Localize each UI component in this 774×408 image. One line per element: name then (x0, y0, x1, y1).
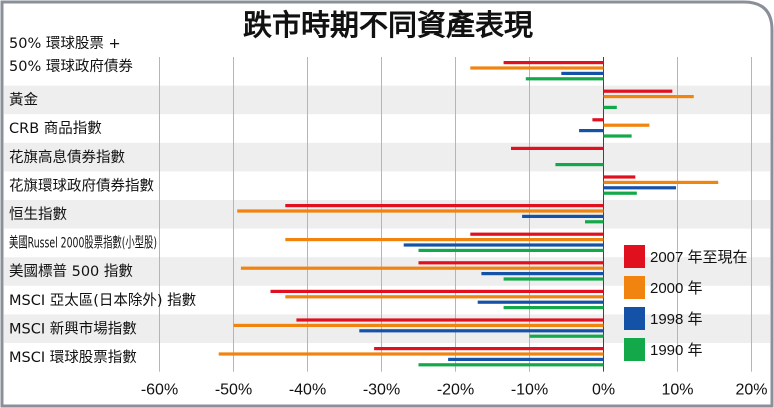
bar (603, 105, 617, 109)
bar (285, 204, 604, 208)
bar (470, 232, 604, 236)
bar (503, 277, 604, 281)
bar (418, 261, 604, 265)
bar (285, 295, 604, 299)
bar (603, 180, 719, 184)
legend-label: 2007 年至現在 (650, 249, 748, 266)
category-label: MSCI 亞太區(日本除外) 指數 (9, 292, 196, 309)
category-label: 美國標普 500 指數 (9, 263, 133, 280)
bar (603, 89, 673, 93)
bar (359, 329, 604, 333)
bar (503, 306, 604, 310)
category-label: CRB 商品指數 (9, 120, 102, 137)
row-band (4, 142, 770, 172)
legend-label: 1998 年 (650, 311, 703, 328)
bar (603, 186, 677, 190)
bar (525, 77, 604, 81)
x-tick-label: 0% (592, 382, 615, 399)
bar (270, 289, 604, 293)
bar (603, 134, 632, 138)
bar (470, 66, 604, 70)
bar (237, 209, 604, 213)
bar (233, 323, 604, 327)
x-tick-label: 20% (735, 382, 767, 399)
legend-swatch (624, 307, 645, 330)
x-tick-label: -20% (437, 382, 474, 399)
x-axis: -60% -50% -40% -30% -20% -10% 0% 10% 20% (141, 382, 768, 399)
bar (579, 129, 604, 133)
x-tick-label: -40% (289, 382, 326, 399)
category-label: 黃金 (9, 92, 38, 109)
bar (561, 71, 604, 75)
category-label: 美國Russel 2000股票指數(小型股) (9, 235, 157, 252)
category-label: MSCI 環球股票指數 (9, 349, 137, 366)
bar (511, 146, 604, 150)
bar (603, 175, 636, 179)
bar (592, 118, 604, 122)
bar (477, 300, 604, 304)
category-label: 花旗高息債券指數 (9, 149, 125, 166)
bar (481, 272, 604, 276)
bar (603, 123, 650, 127)
bar (418, 248, 604, 252)
category-label: 花旗環球政府債券指數 (9, 177, 154, 194)
category-label: 50% 環球政府債券 (9, 58, 133, 75)
bar (403, 243, 604, 247)
x-tick-label: -10% (511, 382, 548, 399)
bar (285, 238, 604, 242)
legend-swatch (624, 276, 645, 299)
bar (296, 318, 604, 322)
legend: 2007 年至現在 2000 年 1998 年 1990 年 (624, 245, 748, 361)
x-tick-label: -50% (215, 382, 252, 399)
bar (555, 163, 604, 167)
bar (603, 95, 694, 99)
x-tick-label: -30% (363, 382, 400, 399)
bar (529, 334, 604, 338)
bar (522, 214, 604, 218)
x-tick-label: -60% (141, 382, 178, 399)
category-label: 50% 環球股票 + (9, 35, 121, 52)
chart-title: 跌市時期不同資產表現 (243, 8, 533, 42)
category-label: MSCI 新興市場指數 (9, 320, 137, 337)
bar (418, 363, 604, 367)
bar (603, 191, 637, 195)
bar (503, 61, 604, 65)
bar (585, 220, 604, 224)
legend-swatch (624, 245, 645, 268)
bar (218, 352, 604, 356)
category-label: 恒生指數 (9, 206, 67, 223)
bar (448, 357, 604, 361)
bar (240, 266, 604, 270)
legend-swatch (624, 338, 645, 361)
legend-label: 1990 年 (650, 342, 703, 359)
bar (374, 347, 604, 351)
bar-series (218, 61, 719, 367)
x-tick-label: 10% (661, 382, 693, 399)
legend-label: 2000 年 (650, 280, 703, 297)
